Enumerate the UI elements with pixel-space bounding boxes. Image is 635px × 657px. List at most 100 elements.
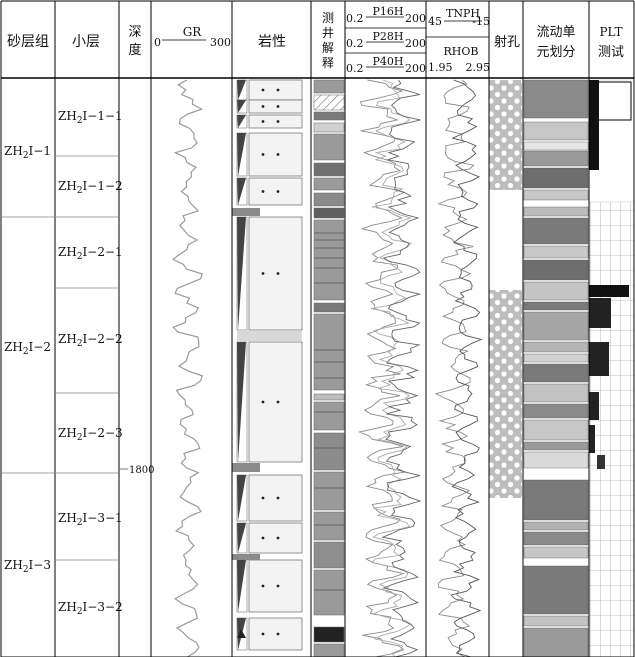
sublayer-label: ZH2Ⅰ−2−3 bbox=[58, 426, 123, 443]
header-res-3-min: 0.2 bbox=[346, 62, 364, 75]
log-tracks bbox=[171, 79, 635, 657]
header-gr: GR bbox=[183, 25, 203, 39]
header-res-1-max: 200 bbox=[405, 12, 426, 25]
lithology-dot bbox=[261, 536, 265, 540]
lithology-dot bbox=[276, 496, 280, 500]
header-rhob: RHOB bbox=[444, 45, 479, 58]
lithology-triangle bbox=[237, 80, 246, 100]
lithology-dot bbox=[276, 105, 280, 108]
header-res-2-min: 0.2 bbox=[346, 37, 364, 50]
flow-unit-band bbox=[523, 479, 589, 521]
interp-bed bbox=[313, 192, 345, 207]
flow-unit-band bbox=[523, 206, 589, 217]
header-res-2-max: 200 bbox=[405, 37, 426, 50]
perforation-interval bbox=[489, 80, 522, 190]
header-res-2: P28H bbox=[373, 30, 404, 43]
flow-unit-band bbox=[523, 189, 589, 201]
lithology-dot bbox=[276, 190, 280, 193]
interp-bed bbox=[313, 177, 345, 191]
lithology-dot bbox=[261, 120, 265, 123]
header-sublayer: 小层 bbox=[72, 34, 100, 50]
header-flow-1: 流动单 bbox=[536, 25, 575, 40]
lithology-dot bbox=[261, 496, 265, 500]
lithology-sand-bed bbox=[248, 559, 303, 613]
perforation-interval bbox=[489, 290, 522, 498]
interp-bed bbox=[313, 133, 345, 161]
header-tnph-max: -15 bbox=[472, 15, 490, 28]
interp-bed bbox=[313, 94, 345, 111]
sublayer-label: ZH2Ⅰ−3−2 bbox=[58, 600, 123, 617]
lithology-triangle bbox=[237, 178, 246, 205]
lithology-triangle bbox=[237, 115, 246, 128]
header-interp-3: 解 bbox=[322, 41, 334, 55]
interp-bed bbox=[313, 393, 345, 401]
header-res-1-min: 0.2 bbox=[346, 12, 364, 25]
header-sand-group: 砂层组 bbox=[7, 34, 49, 50]
lithology-dot bbox=[261, 88, 265, 92]
lithology-dot bbox=[261, 105, 265, 108]
lithology-dot bbox=[276, 584, 280, 588]
flow-unit-band bbox=[523, 451, 589, 469]
header-perf: 射孔 bbox=[494, 34, 520, 50]
lithology-sand-bed bbox=[248, 132, 303, 177]
plt-bar bbox=[597, 455, 605, 469]
flow-unit-band bbox=[523, 217, 589, 245]
lithology-triangle bbox=[237, 100, 246, 113]
lithology-dot bbox=[261, 190, 265, 193]
interp-bed bbox=[313, 432, 345, 471]
interp-bed bbox=[313, 122, 345, 133]
resistivity-curve-p40h bbox=[381, 79, 422, 657]
header-rhob-max: 2.95 bbox=[466, 61, 491, 74]
flow-unit-band bbox=[523, 167, 589, 189]
plt-bar bbox=[589, 298, 611, 328]
sublayer-label: ZH2Ⅰ−3−1 bbox=[58, 511, 123, 528]
flow-unit-band bbox=[523, 627, 589, 657]
header-row: 砂层组 小层 深 度 GR 0 300 岩性 测 井 解 释 0.2 P16H … bbox=[7, 5, 624, 75]
header-res-3: P40H bbox=[373, 55, 404, 68]
header-plt-2: 测试 bbox=[598, 45, 624, 60]
header-gr-max: 300 bbox=[210, 36, 231, 49]
rhob-curve bbox=[450, 79, 483, 657]
plt-bar bbox=[589, 285, 629, 297]
lithology-dot bbox=[276, 536, 280, 540]
lithology-shale-band bbox=[232, 554, 260, 560]
flow-unit-band bbox=[523, 79, 589, 119]
header-res-1: P16H bbox=[373, 5, 404, 18]
flow-unit-band bbox=[523, 245, 589, 259]
interp-bed bbox=[313, 541, 345, 569]
header-res-3-max: 200 bbox=[405, 62, 426, 75]
interp-bed bbox=[313, 401, 345, 431]
flow-unit-band bbox=[523, 363, 589, 383]
header-flow-2: 元划分 bbox=[536, 45, 575, 60]
sand-group-column: ZH2Ⅰ−1 ZH2Ⅰ−2 ZH2Ⅰ−3 bbox=[4, 144, 51, 575]
gr-curve bbox=[171, 79, 204, 657]
sublayer-label: ZH2Ⅰ−2−2 bbox=[58, 332, 123, 349]
header-interp-2: 井 bbox=[322, 26, 334, 40]
plt-bar bbox=[589, 392, 599, 420]
flow-unit-band bbox=[523, 403, 589, 419]
depth-column: 1800 bbox=[120, 465, 154, 476]
interp-bed bbox=[313, 569, 345, 616]
interp-bed bbox=[313, 626, 345, 643]
lithology-sand-bed bbox=[248, 216, 303, 331]
header-depth-1: 深 bbox=[128, 25, 141, 40]
flow-unit-band bbox=[523, 150, 589, 167]
sublayer-column: ZH2Ⅰ−1−1 ZH2Ⅰ−1−2 ZH2Ⅰ−2−1 ZH2Ⅰ−2−2 ZH2Ⅰ… bbox=[58, 109, 123, 617]
lithology-sand-bed bbox=[248, 341, 303, 463]
interp-bed bbox=[313, 79, 345, 94]
interp-bed bbox=[313, 219, 345, 301]
lithology-dot bbox=[276, 272, 280, 275]
lithology-sand-bed bbox=[248, 617, 303, 651]
tnph-curve bbox=[434, 79, 475, 657]
lithology-dot bbox=[276, 400, 280, 404]
flow-unit-band bbox=[523, 311, 589, 341]
lithology-triangle bbox=[237, 523, 246, 553]
plt-bar bbox=[589, 425, 595, 453]
sand-group-label: ZH2Ⅰ−2 bbox=[4, 340, 51, 357]
header-rhob-min: 1.95 bbox=[428, 61, 453, 74]
lithology-sand-bed bbox=[248, 114, 303, 129]
header-depth-2: 度 bbox=[128, 42, 141, 58]
flow-unit-band bbox=[523, 141, 589, 151]
depth-label: 1800 bbox=[129, 465, 154, 476]
